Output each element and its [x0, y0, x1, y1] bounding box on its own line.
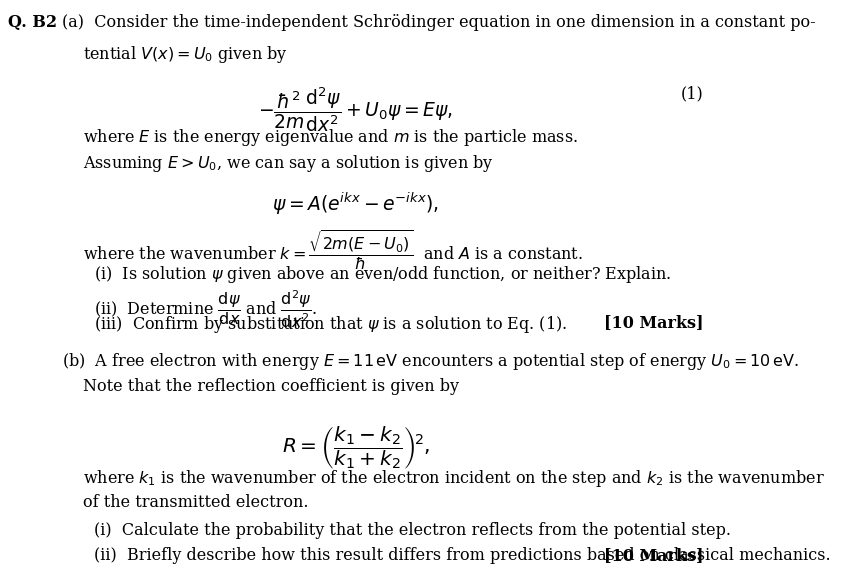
- Text: $\psi = A\left(e^{ikx} - e^{-ikx}\right),$: $\psi = A\left(e^{ikx} - e^{-ikx}\right)…: [272, 191, 439, 217]
- Text: (ii)  Briefly describe how this result differs from predictions based on classic: (ii) Briefly describe how this result di…: [93, 547, 830, 564]
- Text: (i)  Calculate the probability that the electron reflects from the potential ste: (i) Calculate the probability that the e…: [93, 522, 731, 539]
- Text: $-\dfrac{\hbar^2}{2m}\dfrac{\mathrm{d}^2\psi}{\mathrm{d}x^2} + U_0\psi = E\psi,$: $-\dfrac{\hbar^2}{2m}\dfrac{\mathrm{d}^2…: [259, 85, 453, 135]
- Text: Note that the reflection coefficient is given by: Note that the reflection coefficient is …: [83, 378, 459, 395]
- Text: [10 Marks]: [10 Marks]: [604, 313, 703, 331]
- Text: of the transmitted electron.: of the transmitted electron.: [83, 494, 309, 511]
- Text: where $k_1$ is the wavenumber of the electron incident on the step and $k_2$ is : where $k_1$ is the wavenumber of the ele…: [83, 468, 824, 489]
- Text: (a)  Consider the time-independent Schrödinger equation in one dimension in a co: (a) Consider the time-independent Schröd…: [61, 14, 816, 31]
- Text: Assuming $E > U_0$, we can say a solution is given by: Assuming $E > U_0$, we can say a solutio…: [83, 153, 494, 174]
- Text: (1): (1): [681, 85, 703, 103]
- Text: $R = \left(\dfrac{k_1 - k_2}{k_1 + k_2}\right)^{\!2},$: $R = \left(\dfrac{k_1 - k_2}{k_1 + k_2}\…: [282, 424, 430, 471]
- Text: (b)  A free electron with energy $E = 11\,\mathrm{eV}$ encounters a potential st: (b) A free electron with energy $E = 11\…: [61, 351, 798, 372]
- Text: (i)  Is solution $\psi$ given above an even/odd function, or neither? Explain.: (i) Is solution $\psi$ given above an ev…: [93, 264, 671, 285]
- Text: Q. B2: Q. B2: [9, 14, 58, 31]
- Text: (ii)  Determine $\dfrac{\mathrm{d}\psi}{\mathrm{d}x}$ and $\dfrac{\mathrm{d}^2\p: (ii) Determine $\dfrac{\mathrm{d}\psi}{\…: [93, 289, 317, 330]
- Text: where $E$ is the energy eigenvalue and $m$ is the particle mass.: where $E$ is the energy eigenvalue and $…: [83, 127, 578, 148]
- Text: [10 Marks]: [10 Marks]: [604, 547, 703, 564]
- Text: where the wavenumber $k = \dfrac{\sqrt{2m(E-U_0)}}{\hbar}$  and $A$ is a constan: where the wavenumber $k = \dfrac{\sqrt{2…: [83, 228, 583, 272]
- Text: tential $V(x) = U_0$ given by: tential $V(x) = U_0$ given by: [83, 44, 288, 65]
- Text: (iii)  Confirm by substitution that $\psi$ is a solution to Eq. (1).: (iii) Confirm by substitution that $\psi…: [93, 313, 567, 335]
